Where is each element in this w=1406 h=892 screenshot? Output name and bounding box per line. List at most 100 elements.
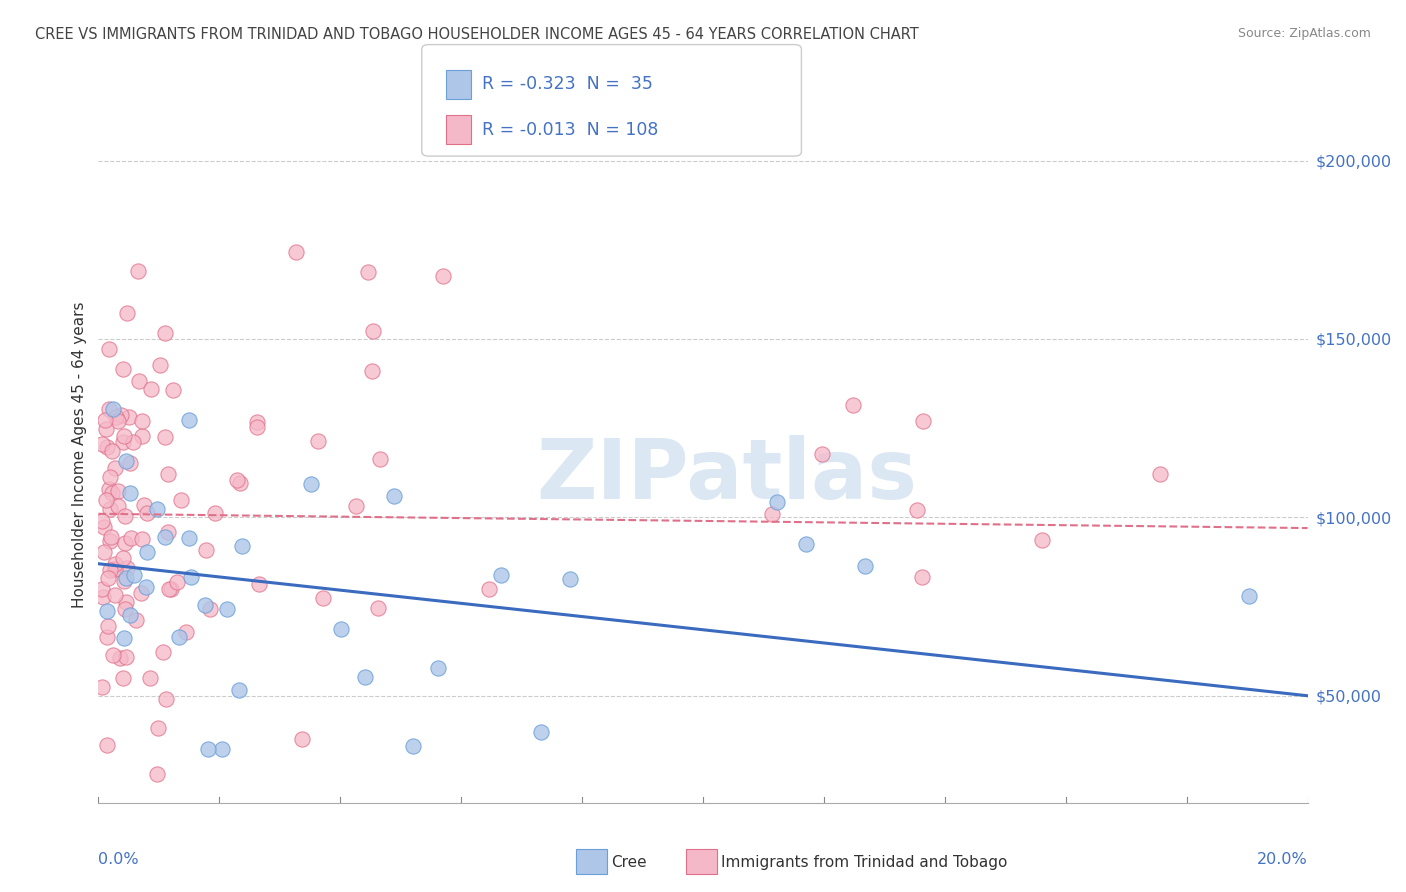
Point [111,434,134,449]
Point [853,559,876,574]
Point [97,571,120,585]
Point [157,582,180,597]
Point [115,595,138,609]
Point [146,502,169,516]
Point [285,244,308,259]
Point [228,682,250,697]
Point [247,577,270,591]
Point [761,508,783,522]
Point [162,384,184,398]
Point [114,601,136,615]
Point [125,613,148,627]
Point [103,562,125,576]
Point [91,582,114,597]
Point [402,739,425,753]
Point [93,412,115,426]
Point [96,630,118,644]
Point [96,738,118,752]
Point [104,588,127,602]
Point [156,524,179,539]
Point [90,514,112,528]
Point [1237,589,1260,603]
Point [128,375,150,389]
Point [329,622,352,636]
Point [104,558,127,572]
Point [367,600,389,615]
Point [842,398,865,412]
Point [115,561,138,575]
Point [98,343,121,357]
Point [93,591,115,605]
Point [765,495,787,509]
Point [107,499,129,513]
Point [98,470,121,484]
Point [229,476,252,491]
Point [104,562,127,576]
Point [120,531,142,545]
Point [155,691,177,706]
Point [120,486,142,500]
Point [101,648,124,663]
Text: Immigrants from Trinidad and Tobago: Immigrants from Trinidad and Tobago [721,855,1008,870]
Point [112,671,135,685]
Point [489,568,512,582]
Point [139,382,162,396]
Point [96,440,118,454]
Point [225,473,247,487]
Point [120,608,142,623]
Text: Cree: Cree [612,855,647,870]
Point [195,543,218,558]
Point [112,632,135,646]
Text: ZIPatlas: ZIPatlas [537,435,918,516]
Point [211,742,233,756]
Point [135,506,157,520]
Point [368,452,391,467]
Point [131,532,153,546]
Point [1031,533,1053,547]
Y-axis label: Householder Income Ages 45 - 64 years: Householder Income Ages 45 - 64 years [72,301,87,608]
Point [810,447,832,461]
Point [114,429,136,443]
Point [1149,467,1171,481]
Point [129,586,152,600]
Point [166,575,188,590]
Point [167,630,190,644]
Point [122,435,145,450]
Point [344,499,367,513]
Text: 0.0%: 0.0% [98,852,139,866]
Point [160,582,183,596]
Point [96,421,118,435]
Point [177,531,200,545]
Point [134,498,156,512]
Point [911,570,934,584]
Point [312,591,335,606]
Point [104,460,127,475]
Point [115,571,138,585]
Point [104,409,127,424]
Point [136,545,159,559]
Point [152,644,174,658]
Point [101,401,124,416]
Point [148,359,170,373]
Point [111,551,134,566]
Point [146,721,169,735]
Point [131,414,153,428]
Point [530,724,553,739]
Point [115,649,138,664]
Point [98,533,121,548]
Point [200,601,222,615]
Text: CREE VS IMMIGRANTS FROM TRINIDAD AND TOBAGO HOUSEHOLDER INCOME AGES 45 - 64 YEAR: CREE VS IMMIGRANTS FROM TRINIDAD AND TOB… [35,27,920,42]
Point [118,409,141,424]
Point [179,413,201,427]
Point [155,430,177,444]
Text: 20.0%: 20.0% [1257,852,1308,866]
Point [307,434,329,448]
Point [93,545,115,559]
Point [361,324,384,338]
Point [135,581,157,595]
Point [97,619,120,633]
Point [478,582,501,597]
Text: R = -0.013  N = 108: R = -0.013 N = 108 [482,120,658,138]
Point [94,493,117,508]
Point [912,414,935,428]
